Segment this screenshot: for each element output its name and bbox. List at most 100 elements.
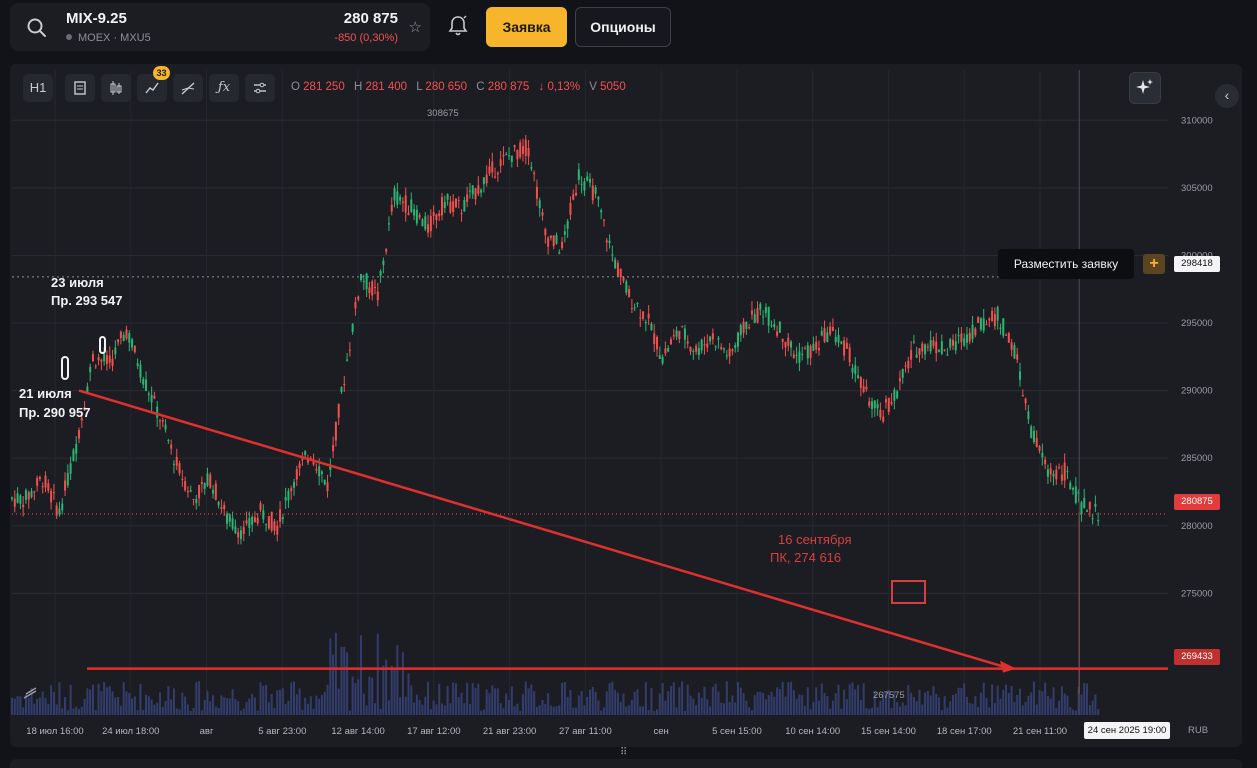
volume-bar (616, 692, 619, 715)
candle-body (915, 354, 918, 358)
ohlc-change: ↓ 0,13% (538, 81, 581, 93)
volume-bar (83, 698, 86, 715)
settings-icon[interactable] (245, 74, 275, 102)
volume-bar (1066, 695, 1069, 715)
volume-bar (594, 691, 597, 715)
candle-body (382, 260, 385, 266)
volume-bar (1032, 681, 1035, 715)
x-tick-label: 10 сен 14:00 (785, 726, 840, 737)
resize-handle-icon[interactable]: ⠿ (620, 747, 627, 758)
candle-body (214, 483, 217, 500)
candle-body (184, 481, 187, 491)
volume-bar (575, 707, 578, 715)
volume-bar (915, 701, 918, 715)
bell-icon[interactable] (446, 14, 470, 38)
volume-bar (817, 700, 820, 715)
star-icon[interactable]: ☆ (408, 19, 422, 36)
place-order-tooltip[interactable]: Разместить заявку (998, 249, 1134, 279)
candle-body (521, 146, 524, 154)
volume-bar (717, 691, 720, 715)
volume-bar (306, 703, 309, 715)
volume-bar (865, 708, 868, 715)
volume-bar (295, 694, 298, 715)
chart-panel[interactable] (10, 64, 1242, 747)
candle-body (854, 365, 857, 375)
ohlc-o-label: O (291, 81, 300, 93)
volume-bar (756, 692, 759, 715)
candles-icon[interactable] (101, 74, 131, 102)
volume-bar (281, 688, 284, 715)
volume-bar (468, 704, 471, 715)
candle-body (812, 343, 815, 351)
volume-bar (368, 676, 371, 715)
candle-body (912, 341, 915, 343)
volume-bar (985, 697, 988, 715)
candle-body (399, 196, 402, 201)
candle-body (681, 326, 684, 328)
chevron-left-icon[interactable]: ‹ (1215, 84, 1239, 108)
y-tick-label: 275000 (1181, 588, 1213, 599)
ohlc-v-label: V (589, 81, 597, 93)
candle-body (270, 511, 273, 531)
candle-body (977, 316, 980, 323)
candle-body (616, 262, 619, 277)
volume-bar (494, 688, 497, 715)
volume-bar (38, 697, 41, 715)
candle-body (234, 526, 237, 534)
volume-bar (1058, 700, 1061, 715)
candle-body (1086, 510, 1089, 512)
add-order-button[interactable]: + (1143, 254, 1165, 274)
options-button[interactable]: Опционы (575, 7, 671, 47)
volume-bar (879, 700, 882, 715)
x-tick-label: 27 авг 11:00 (559, 726, 612, 737)
volume-bar (991, 684, 994, 715)
candle-body (83, 407, 86, 411)
candle-body (410, 199, 413, 213)
candle-body (281, 517, 284, 520)
timeframe-button[interactable]: H1 (23, 74, 53, 102)
volume-bar (265, 684, 268, 715)
candle-body (661, 356, 664, 364)
candle-body (276, 525, 279, 535)
candle-body (373, 286, 376, 288)
volume-bar (348, 710, 351, 715)
drawing-tools-icon[interactable] (173, 74, 203, 102)
function-icon[interactable]: ƒx (209, 74, 239, 102)
candle-body (1027, 411, 1030, 420)
volume-bar (988, 707, 991, 715)
candle-body (703, 344, 706, 346)
volume-bar (22, 707, 25, 715)
ai-assistant-button[interactable] (1129, 72, 1161, 104)
candle-body (723, 348, 726, 350)
candle-body (443, 201, 446, 209)
volume-bar (1063, 693, 1066, 715)
volume-bar (142, 710, 145, 715)
chart-type-icon[interactable] (65, 74, 95, 102)
candle-body (893, 389, 896, 401)
y-tick-label: 305000 (1181, 183, 1213, 194)
volume-bar (329, 638, 332, 715)
volume-bar (61, 708, 64, 715)
ohlc-c-label: C (476, 81, 485, 93)
volume-bar (954, 693, 957, 715)
candle-body (226, 513, 229, 524)
volume-bar (993, 703, 996, 715)
volume-bar (692, 698, 695, 715)
candle-body (1072, 487, 1075, 490)
volume-bar (951, 694, 954, 715)
volume-bar (1055, 708, 1058, 715)
volume-bar (859, 699, 862, 715)
volume-bar (304, 697, 307, 715)
search-icon[interactable] (26, 17, 48, 39)
candle-body (764, 307, 767, 314)
candle-body (516, 149, 519, 160)
candle-body (1049, 468, 1052, 475)
order-button[interactable]: Заявка (486, 7, 567, 47)
volume-bar (91, 684, 94, 715)
candle-body (519, 142, 522, 158)
instrument-selector[interactable]: MIX-9.25 MOEX · MXU5 280 875 -850 (0,30%… (10, 3, 430, 51)
volume-bar (181, 692, 184, 715)
x-tick-label: 18 сен 17:00 (937, 726, 992, 737)
volume-bar (449, 703, 452, 715)
